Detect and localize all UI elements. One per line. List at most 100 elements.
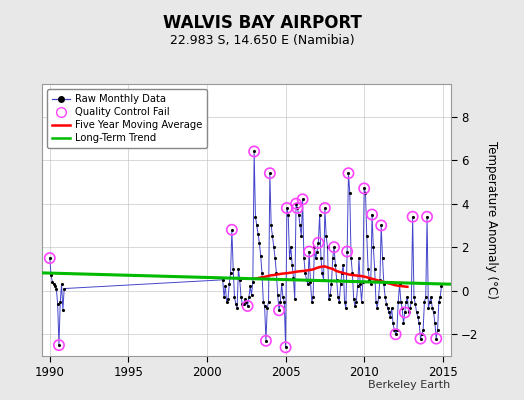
Point bbox=[377, 222, 385, 229]
Point bbox=[298, 196, 307, 202]
Point bbox=[385, 309, 393, 316]
Point bbox=[219, 277, 227, 283]
Point bbox=[427, 294, 435, 300]
Point bbox=[243, 303, 252, 309]
Point bbox=[247, 292, 256, 298]
Point bbox=[253, 222, 261, 229]
Point bbox=[408, 214, 417, 220]
Point bbox=[372, 298, 380, 305]
Point bbox=[277, 281, 286, 287]
Point bbox=[281, 344, 290, 350]
Point bbox=[414, 314, 422, 320]
Point bbox=[301, 270, 309, 276]
Point bbox=[422, 294, 430, 300]
Point bbox=[336, 281, 345, 287]
Point bbox=[434, 298, 443, 305]
Point bbox=[313, 248, 321, 255]
Point bbox=[330, 244, 338, 250]
Text: WALVIS BAY AIRPORT: WALVIS BAY AIRPORT bbox=[162, 14, 362, 32]
Point bbox=[290, 296, 299, 303]
Point bbox=[60, 285, 69, 292]
Point bbox=[293, 205, 301, 211]
Point bbox=[46, 255, 54, 261]
Text: Berkeley Earth: Berkeley Earth bbox=[368, 380, 451, 390]
Point bbox=[275, 307, 283, 314]
Point bbox=[275, 307, 283, 314]
Point bbox=[343, 248, 352, 255]
Point bbox=[403, 294, 411, 300]
Point bbox=[370, 266, 379, 272]
Point bbox=[239, 300, 248, 307]
Point bbox=[249, 279, 257, 285]
Point bbox=[411, 300, 419, 307]
Point bbox=[390, 327, 399, 333]
Point bbox=[377, 222, 385, 229]
Point bbox=[431, 320, 439, 326]
Point bbox=[330, 244, 338, 250]
Point bbox=[260, 303, 269, 309]
Point bbox=[361, 190, 369, 196]
Point bbox=[400, 309, 409, 316]
Point bbox=[296, 222, 304, 229]
Point bbox=[345, 190, 354, 196]
Point bbox=[294, 211, 303, 218]
Point bbox=[300, 255, 308, 261]
Point bbox=[232, 300, 240, 307]
Point bbox=[420, 298, 429, 305]
Point bbox=[225, 281, 234, 287]
Point bbox=[266, 170, 274, 176]
Point bbox=[347, 255, 355, 261]
Y-axis label: Temperature Anomaly (°C): Temperature Anomaly (°C) bbox=[485, 141, 498, 299]
Text: 22.983 S, 14.650 E (Namibia): 22.983 S, 14.650 E (Namibia) bbox=[170, 34, 354, 47]
Point bbox=[288, 262, 297, 268]
Point bbox=[254, 231, 262, 237]
Point bbox=[259, 298, 267, 305]
Point bbox=[251, 214, 259, 220]
Point bbox=[410, 294, 418, 300]
Point bbox=[320, 277, 328, 283]
Point bbox=[265, 298, 273, 305]
Point bbox=[433, 327, 442, 333]
Point bbox=[233, 305, 242, 311]
Point bbox=[383, 300, 391, 307]
Point bbox=[381, 294, 389, 300]
Point bbox=[230, 294, 238, 300]
Point bbox=[46, 255, 54, 261]
Point bbox=[274, 292, 282, 298]
Point bbox=[355, 255, 363, 261]
Legend: Raw Monthly Data, Quality Control Fail, Five Year Moving Average, Long-Term Tren: Raw Monthly Data, Quality Control Fail, … bbox=[47, 89, 208, 148]
Point bbox=[243, 303, 252, 309]
Point bbox=[48, 279, 57, 285]
Point bbox=[221, 283, 230, 290]
Point bbox=[246, 283, 254, 290]
Point bbox=[344, 170, 353, 176]
Point bbox=[351, 303, 359, 309]
Point bbox=[54, 342, 63, 348]
Point bbox=[365, 277, 374, 283]
Point bbox=[285, 255, 293, 261]
Point bbox=[220, 294, 228, 300]
Point bbox=[364, 266, 372, 272]
Point bbox=[309, 294, 317, 300]
Point bbox=[360, 185, 368, 192]
Point bbox=[312, 255, 320, 261]
Point bbox=[272, 270, 281, 276]
Point bbox=[314, 240, 322, 246]
Point bbox=[419, 327, 427, 333]
Point bbox=[305, 248, 313, 255]
Point bbox=[432, 335, 440, 342]
Point bbox=[280, 298, 289, 305]
Point bbox=[418, 331, 426, 338]
Point bbox=[360, 185, 368, 192]
Point bbox=[339, 262, 347, 268]
Point bbox=[373, 305, 381, 311]
Point bbox=[284, 211, 292, 218]
Point bbox=[235, 277, 244, 283]
Point bbox=[334, 294, 342, 300]
Point bbox=[52, 285, 61, 292]
Point bbox=[298, 196, 307, 202]
Point bbox=[399, 320, 408, 326]
Point bbox=[363, 233, 371, 240]
Point bbox=[406, 305, 414, 311]
Point bbox=[353, 283, 362, 290]
